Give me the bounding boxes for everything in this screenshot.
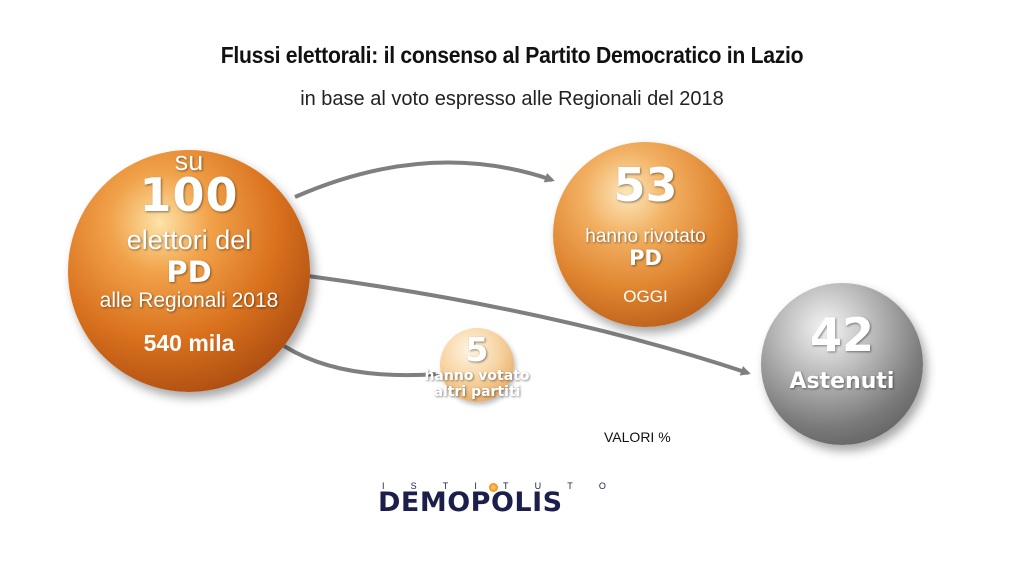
source-party: PD [166, 255, 212, 289]
other-value: 5 [465, 330, 489, 369]
arrow-to-other [282, 344, 439, 378]
revoted-party: PD [629, 246, 662, 270]
source-value: 100 [139, 168, 239, 222]
revoted-bubble [553, 142, 738, 327]
logo-institute: I S T I T U T O [382, 481, 606, 491]
abstained-value: 42 [809, 308, 874, 362]
arrow-to-abstained [307, 274, 751, 376]
logo-dot-icon [489, 483, 498, 492]
source-voters: 540 mila [143, 330, 235, 356]
other-line1: hanno votato [424, 368, 530, 384]
arrow-to-revoted [294, 160, 555, 199]
source-su: su [174, 146, 204, 176]
abstained-bubble [761, 283, 923, 445]
source-bubble [68, 150, 310, 392]
revoted-value: 53 [613, 158, 678, 212]
revoted-oggi: OGGI [623, 287, 668, 306]
source-line1: elettori del [126, 225, 252, 255]
chart-subtitle: in base al voto espresso alle Regionali … [300, 88, 724, 110]
chart-title: Flussi elettorali: il consenso al Partit… [220, 42, 804, 68]
other-line2: altri partiti [433, 384, 521, 400]
source-line2: alle Regionali 2018 [99, 289, 279, 312]
revoted-line1: hanno rivotato [585, 226, 706, 247]
values-note: VALORI % [604, 429, 671, 445]
other-bubble [440, 328, 514, 402]
logo-name: DEMOPOLIS [378, 487, 563, 518]
abstained-label: Astenuti [789, 369, 895, 394]
